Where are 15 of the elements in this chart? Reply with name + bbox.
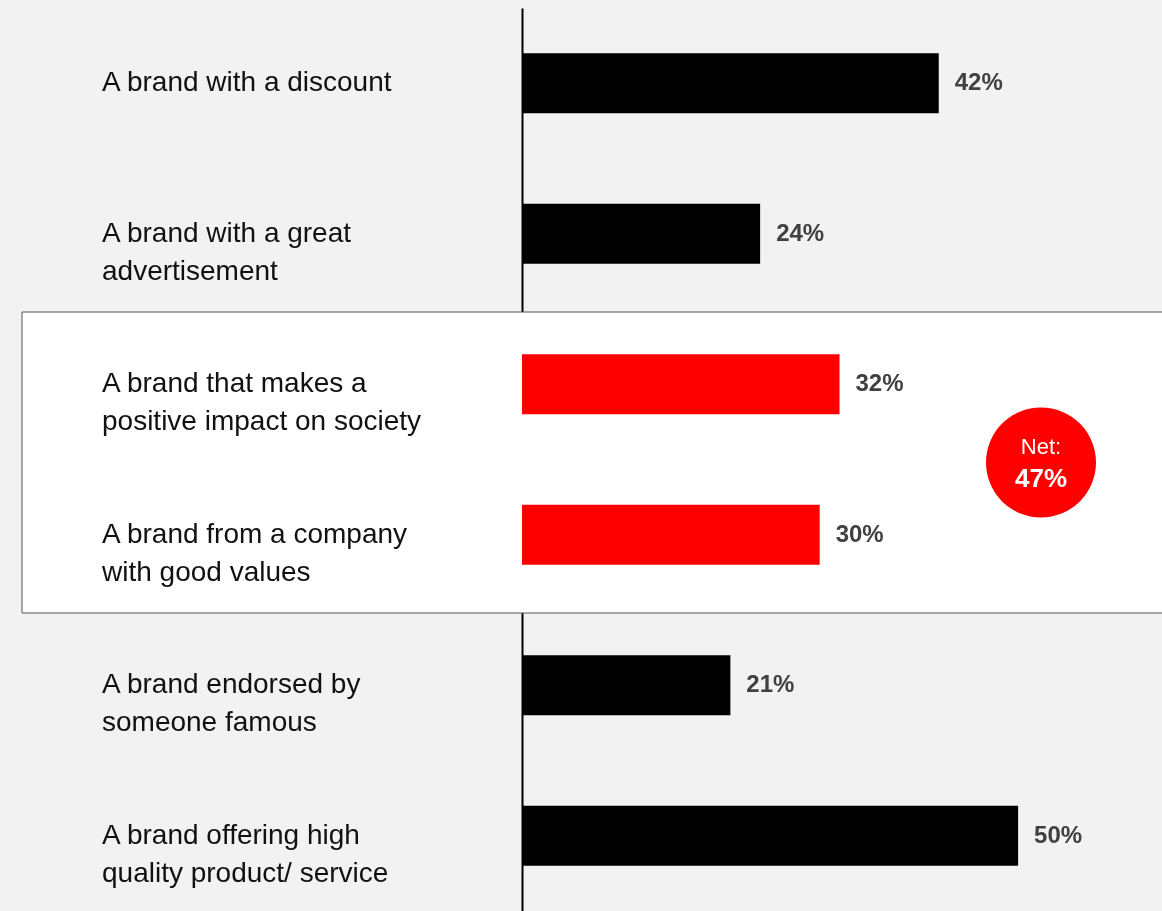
data-label: 32% xyxy=(855,369,904,397)
y-tick-label: A brand with a discount xyxy=(102,66,392,98)
y-tick-label: A brand with a great advertisement xyxy=(102,216,352,286)
data-label: 24% xyxy=(776,218,825,246)
data-label: 21% xyxy=(746,670,795,698)
y-tick-label: A brand endorsed by someone famous xyxy=(102,668,361,738)
bar xyxy=(522,504,820,565)
y-tick-label: A brand offering high quality product/ service xyxy=(102,818,389,888)
data-label: 42% xyxy=(954,68,1003,96)
bar xyxy=(522,354,840,415)
annotation: Net: 47% xyxy=(1014,433,1068,493)
data-label: 30% xyxy=(835,519,884,547)
y-tick-label: A brand that makes a positive impact on society xyxy=(102,367,422,437)
data-label: 50% xyxy=(1034,820,1083,848)
y-tick-label: A brand from a company with good values xyxy=(101,517,408,587)
